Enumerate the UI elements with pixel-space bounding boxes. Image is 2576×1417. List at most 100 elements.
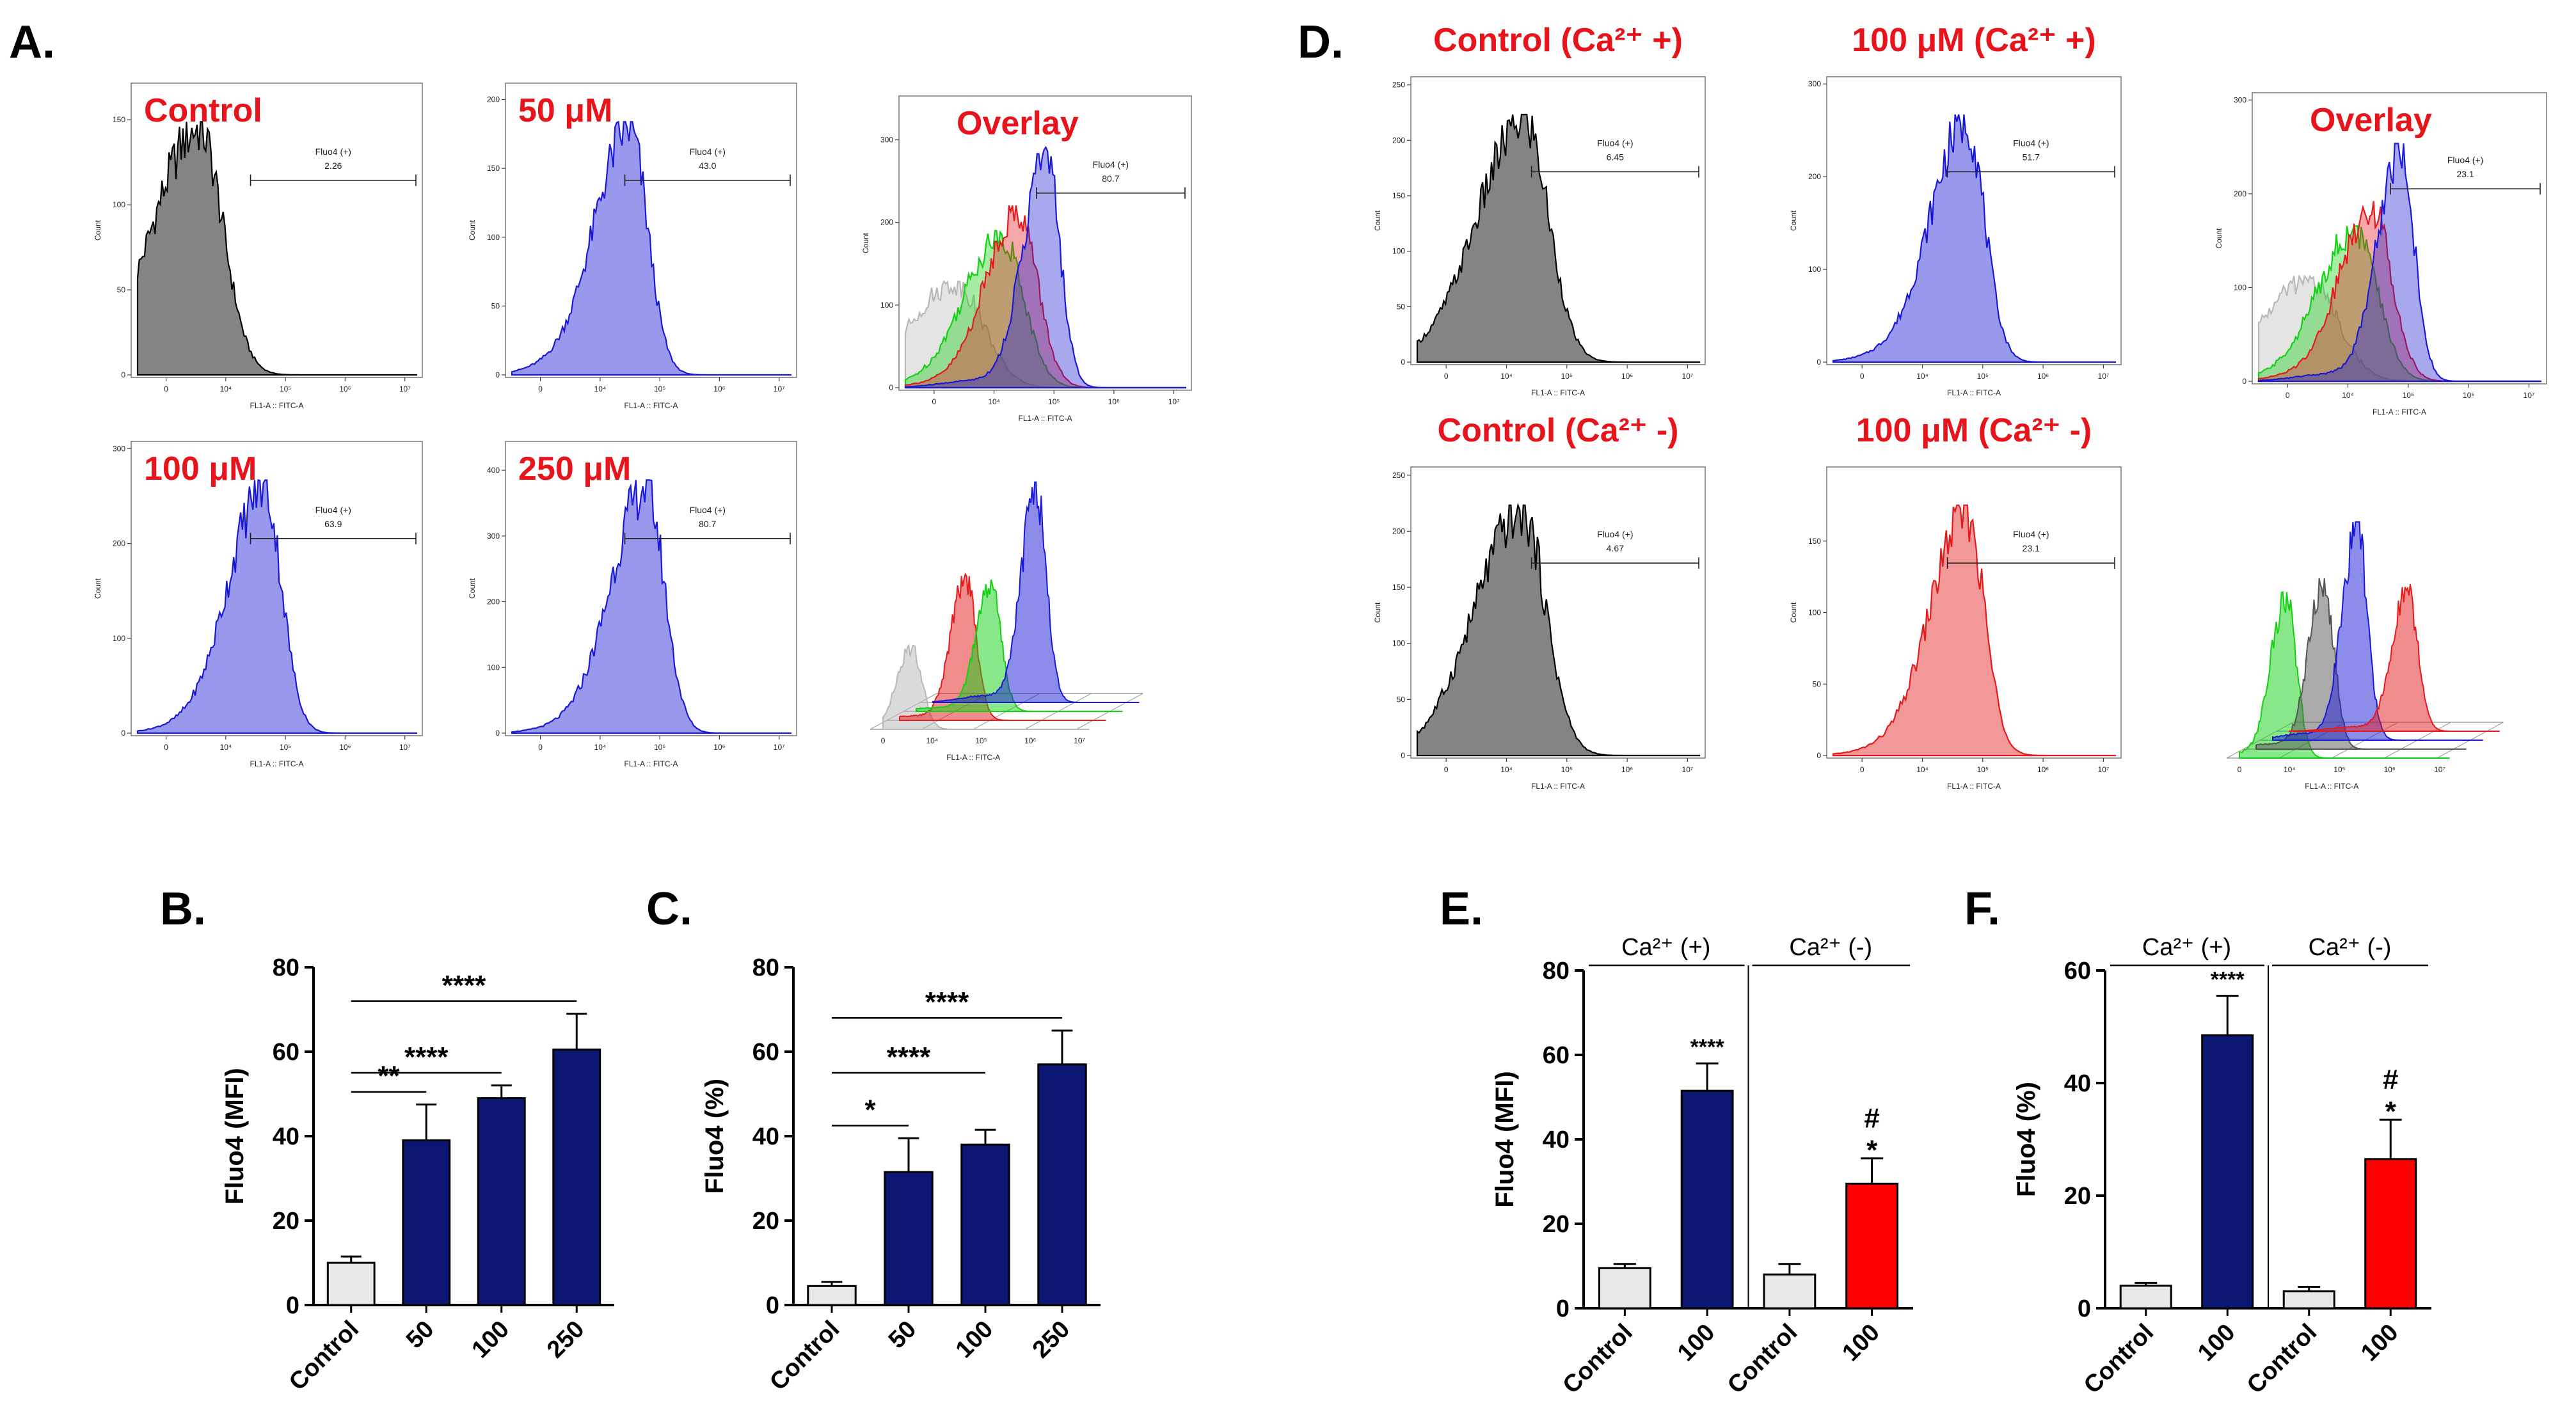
plot-frame (1410, 466, 1706, 759)
plot-frame (131, 441, 423, 736)
bar (2201, 1034, 2254, 1310)
significance-label: * (864, 1095, 876, 1126)
histogram-trace (1832, 114, 2116, 363)
bar (1598, 1267, 1651, 1310)
panel-label-c: C. (646, 883, 692, 935)
bar (2364, 1158, 2417, 1310)
y-tick-label: 20 (752, 1208, 779, 1235)
x-tick-label: 10⁷ (1682, 765, 1694, 774)
histogram-trace (136, 479, 417, 734)
panel-label-b: B. (160, 883, 206, 935)
x-tick-label: 50 (884, 1316, 922, 1354)
x-tick-label: 10⁷ (2524, 391, 2535, 400)
x-tick-label: 100 (951, 1316, 999, 1364)
group-label: Ca²⁺ (+) (2142, 934, 2231, 961)
x-tick-label: 10⁵ (1977, 765, 1989, 774)
y-tick-label: 60 (273, 1039, 299, 1066)
y-tick-label: 400 (487, 466, 500, 475)
y-axis-label: Fluo4 (%) (2012, 1082, 2040, 1197)
gate-value: 43.0 (699, 161, 716, 171)
x-tick-label: Control (765, 1316, 845, 1396)
gate-name: Fluo4 (+) (2013, 138, 2049, 148)
histogram-trace (511, 479, 791, 734)
y-tick-label: 150 (113, 115, 125, 124)
x-tick-label: 0 (538, 384, 543, 393)
x-tick-label: 10⁵ (2403, 391, 2414, 400)
x-tick-label: 10⁴ (988, 397, 1000, 406)
x-axis-label: FL1-A :: FITC-A (1018, 414, 1072, 423)
gate-name: Fluo4 (+) (1093, 159, 1129, 170)
x-tick-label: Control (1722, 1319, 1802, 1399)
y-tick-label: 200 (2234, 189, 2246, 198)
x-tick-label: 10⁴ (1500, 765, 1513, 774)
y-tick-label: 40 (2064, 1070, 2091, 1097)
gate-value: 23.1 (2023, 543, 2040, 553)
histogram-title: Overlay (2310, 102, 2432, 139)
y-tick-label: 200 (487, 598, 500, 606)
x-tick-label: 10⁶ (2384, 765, 2396, 774)
x-tick-label: 10⁴ (220, 384, 232, 393)
bar (884, 1171, 934, 1306)
x-tick-label: 10⁶ (1024, 736, 1036, 745)
bar (1037, 1063, 1087, 1306)
x-tick-label: Control (2079, 1319, 2159, 1399)
x-tick-label: 10⁶ (713, 384, 725, 393)
y-tick-label: 0 (1401, 751, 1405, 760)
histogram-trace (1832, 504, 2116, 757)
y-tick-label: 100 (113, 634, 125, 643)
y-tick-label: 40 (1543, 1127, 1570, 1153)
gate-value: 4.67 (1607, 543, 1624, 553)
plot-frame (2252, 92, 2547, 384)
y-tick-label: 100 (487, 663, 500, 672)
y-axis-label: Count (93, 578, 102, 599)
panel-label-d: D. (1298, 17, 1344, 68)
histogram-title: Control (Ca²⁺ -) (1438, 412, 1679, 449)
histogram-title: 250 μM (518, 450, 631, 487)
stacked-trace (2255, 578, 2467, 750)
y-tick-label: 100 (1392, 639, 1405, 648)
y-tick-label: 0 (286, 1292, 299, 1319)
y-tick-label: 150 (487, 164, 500, 173)
x-tick-label: 10⁷ (774, 743, 785, 752)
y-tick-label: 0 (2078, 1295, 2091, 1322)
x-axis-label: FL1-A :: FITC-A (1947, 782, 2001, 791)
x-tick-label: 10⁷ (2098, 372, 2110, 381)
gate-name: Fluo4 (+) (315, 146, 351, 157)
y-tick-label: 200 (880, 218, 893, 227)
x-tick-label: 10⁷ (399, 743, 411, 752)
x-tick-label: 0 (164, 384, 168, 393)
x-tick-label: 0 (1860, 765, 1864, 774)
gate-value: 80.7 (1102, 173, 1119, 184)
x-tick-label: 0 (2238, 765, 2242, 774)
y-tick-label: 100 (113, 200, 125, 209)
histogram-title: Control (144, 92, 262, 129)
x-axis-label: FL1-A :: FITC-A (250, 401, 303, 410)
y-tick-label: 50 (1397, 302, 1406, 311)
panel-label-f: F. (1964, 883, 2000, 935)
x-tick-label: 10⁴ (1916, 765, 1928, 774)
y-tick-label: 0 (889, 383, 893, 392)
gate-value: 23.1 (2456, 169, 2474, 179)
significance-label: * (2385, 1096, 2397, 1127)
y-axis-label: Count (468, 578, 477, 599)
x-tick-label: 0 (932, 397, 936, 406)
gate-name: Fluo4 (+) (2013, 529, 2049, 539)
y-tick-label: 50 (1813, 679, 1822, 688)
bar (1680, 1089, 1734, 1310)
y-tick-label: 200 (1392, 136, 1405, 145)
y-tick-label: 40 (273, 1123, 299, 1150)
y-tick-label: 150 (1392, 583, 1405, 592)
x-tick-label: 0 (1444, 765, 1449, 774)
bar (402, 1139, 451, 1306)
y-tick-label: 250 (1392, 471, 1405, 480)
gate-name: Fluo4 (+) (1597, 138, 1633, 148)
bar (2282, 1290, 2335, 1310)
x-tick-label: 10⁶ (2037, 372, 2049, 381)
x-tick-label: 100 (2356, 1319, 2404, 1367)
